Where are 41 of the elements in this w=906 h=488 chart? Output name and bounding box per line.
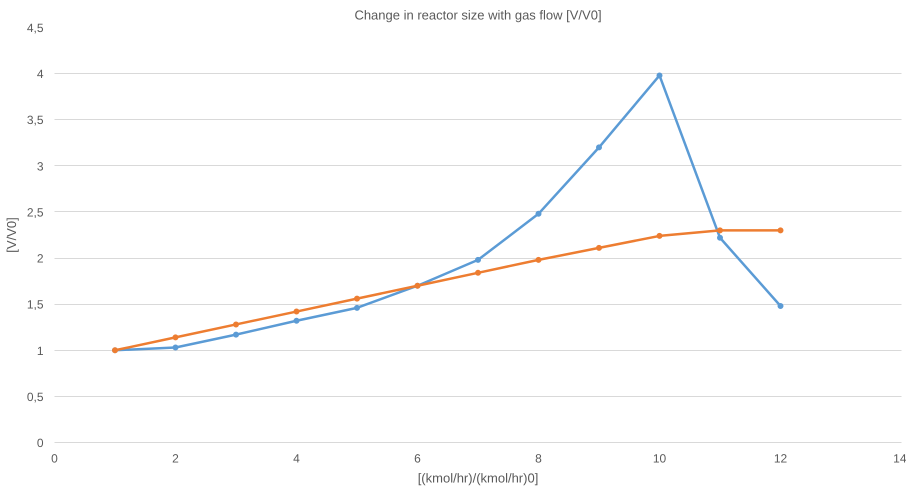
point — [294, 318, 300, 324]
x-tick-label: 8 — [535, 452, 542, 466]
point — [172, 334, 178, 340]
point — [475, 270, 481, 276]
point — [717, 234, 723, 241]
y-tick-label: 1 — [36, 344, 44, 358]
y-tick-label: 4 — [36, 67, 44, 82]
point — [656, 72, 662, 78]
chart-title: Change in reactor size with gas flow [V/V0] — [354, 8, 602, 22]
x-tick-label: 12 — [774, 452, 788, 466]
x-tick-label: 10 — [652, 452, 666, 466]
point — [172, 344, 178, 351]
point — [656, 232, 662, 239]
y-tick-label: 1,5 — [26, 298, 44, 312]
x-tick-label: 4 — [293, 452, 300, 466]
point — [596, 244, 602, 251]
y-tick-label: 2,5 — [26, 205, 44, 220]
point — [294, 308, 300, 315]
y-tick-label: 2 — [36, 252, 44, 266]
point — [778, 303, 784, 310]
y-tick-label: 3 — [36, 159, 44, 174]
point — [536, 256, 542, 263]
y-tick-label: 0,5 — [26, 390, 44, 404]
point — [233, 332, 239, 338]
x-tick-label: 2 — [172, 452, 180, 466]
point — [717, 227, 723, 234]
point — [778, 227, 784, 234]
y-tick-label: 4,5 — [26, 21, 44, 35]
point — [233, 321, 239, 328]
point — [596, 144, 602, 150]
point — [354, 296, 360, 302]
x-tick-label: 6 — [414, 452, 422, 466]
point — [354, 304, 360, 311]
x-axis-title: [(kmol/hr)/(kmol/hr)0] — [418, 470, 538, 486]
y-axis-title: [V/V0] — [4, 217, 19, 253]
y-tick-label: 0 — [36, 436, 44, 450]
x-tick-label: 14 — [893, 452, 906, 466]
y-tick-label: 3,5 — [26, 113, 44, 128]
point — [475, 256, 481, 263]
x-tick-label: 0 — [51, 452, 58, 466]
point — [536, 210, 542, 217]
